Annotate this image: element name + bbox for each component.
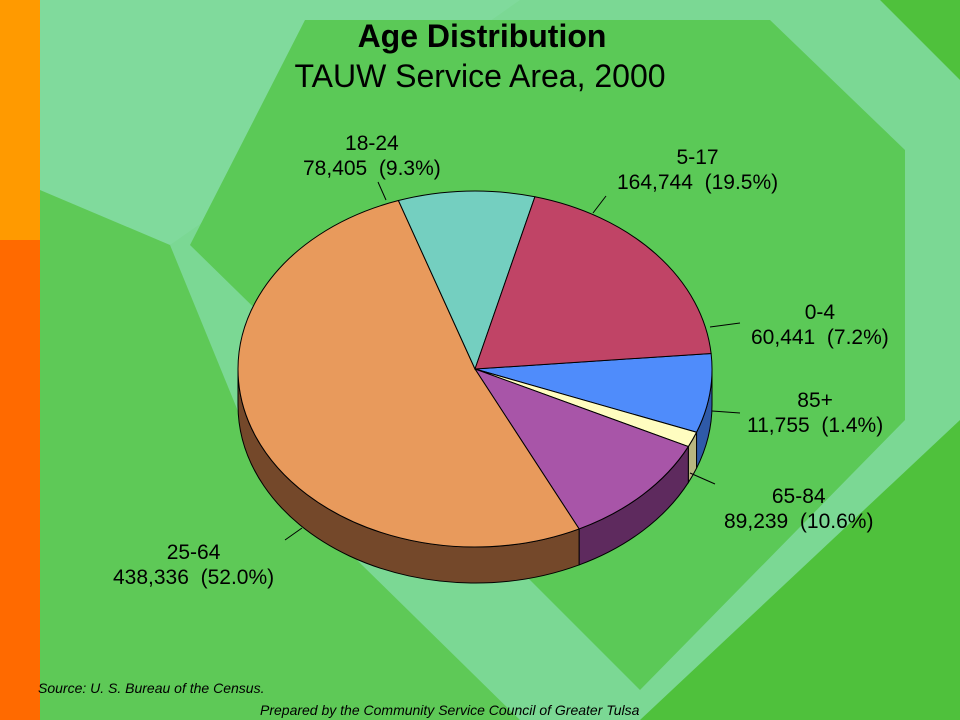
- slice-label-5-17: 5-17 164,744 (19.5%): [617, 145, 778, 195]
- slice-label-value: 11,755 (1.4%): [747, 413, 883, 438]
- pie-sides: [237, 368, 713, 584]
- slice-label-85+: 85+ 11,755 (1.4%): [747, 388, 883, 438]
- slice-value: 11,755: [747, 414, 810, 437]
- slice-label-name: 0-4: [804, 301, 836, 324]
- slice-label-18-24: 18-24 78,405 (9.3%): [303, 131, 441, 181]
- slice-percent: (9.3%): [378, 157, 441, 180]
- slice-label-25-64: 25-64 438,336 (52.0%): [113, 540, 274, 590]
- slice-value: 89,239: [724, 510, 789, 533]
- pie-slice-25-64: [237, 199, 580, 548]
- slice-percent: (52.0%): [200, 566, 275, 589]
- pie-slice-18-24: [397, 190, 536, 371]
- slice-percent: (1.4%): [821, 414, 884, 437]
- slice-value: 78,405: [303, 157, 368, 180]
- slice-label-name: 5-17: [676, 146, 719, 169]
- slice-label-value: 438,336 (52.0%): [113, 565, 274, 590]
- left-bar-red-orange: [0, 240, 40, 720]
- slice-label-name: 85+: [797, 389, 833, 412]
- slice-percent: (7.2%): [826, 326, 889, 349]
- slice-label-name: 65-84: [771, 485, 826, 508]
- pie-slice-5-17: [474, 196, 712, 370]
- leader-line-25-64: [284, 527, 303, 541]
- slice-label-value: 78,405 (9.3%): [303, 156, 441, 181]
- slice-percent: (19.5%): [704, 171, 779, 194]
- slice-label-65-84: 65-84 89,239 (10.6%): [724, 484, 873, 534]
- slice-label-value: 60,441 (7.2%): [751, 325, 889, 350]
- left-bar-orange: [0, 0, 40, 240]
- leader-line-5-17: [592, 195, 607, 214]
- slice-label-value: 164,744 (19.5%): [617, 170, 778, 195]
- pie-slice-0-4: [474, 352, 713, 433]
- slice-value: 60,441: [751, 326, 816, 349]
- leader-line-65-84: [689, 472, 716, 485]
- slice-value: 164,744: [617, 171, 693, 194]
- slice-percent: (10.6%): [799, 510, 874, 533]
- chart-subtitle: TAUW Service Area, 2000: [294, 58, 666, 94]
- slice-label-0-4: 0-4 60,441 (7.2%): [751, 300, 889, 350]
- source-note: Source: U. S. Bureau of the Census.: [38, 680, 265, 696]
- pie-tops: [237, 190, 713, 548]
- leader-line-85+: [711, 410, 741, 414]
- prepared-by-note: Prepared by the Community Service Counci…: [260, 702, 640, 718]
- slice-label-name: 18-24: [345, 132, 399, 155]
- pie-slice-65-84: [473, 368, 690, 530]
- chart-title: Age Distribution: [357, 18, 607, 54]
- slice-label-name: 25-64: [166, 541, 221, 564]
- slice-value: 438,336: [113, 566, 189, 589]
- slice-label-value: 89,239 (10.6%): [724, 509, 873, 534]
- leader-line-0-4: [709, 322, 741, 328]
- leader-line-18-24: [377, 181, 387, 201]
- pie-leader-lines: [284, 181, 741, 541]
